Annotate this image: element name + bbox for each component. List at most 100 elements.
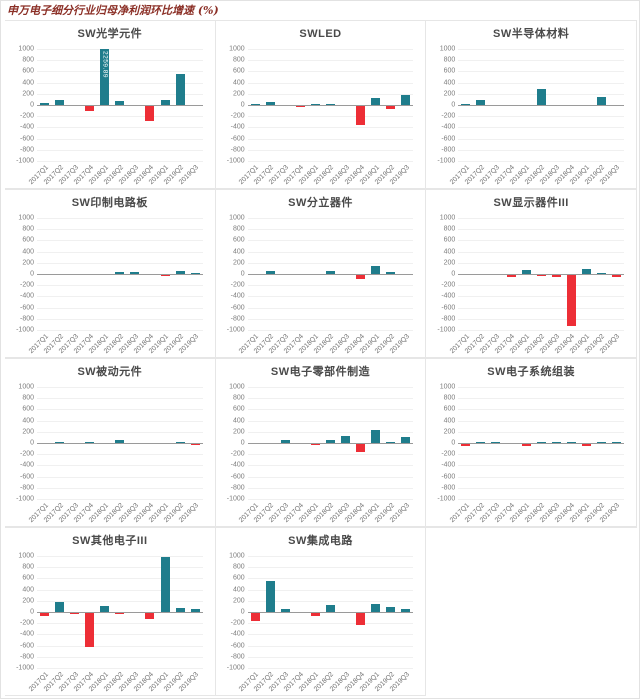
y-axis-tick-label: -800 [441, 484, 456, 492]
bar-2017Q4 [85, 612, 95, 647]
gridline [458, 262, 624, 264]
y-axis-tick-label: -800 [441, 315, 456, 323]
y-axis-tick-label: -600 [230, 642, 245, 650]
chart-title: SW其他电子III [72, 535, 148, 547]
bar-2019Q2 [386, 441, 396, 443]
y-axis-tick-label: 1000 [439, 45, 456, 53]
bar-2019Q2 [175, 270, 185, 274]
gridline [37, 499, 203, 500]
x-axis-line [37, 612, 203, 613]
bar-2018Q2 [115, 439, 125, 443]
gridline [37, 240, 203, 242]
bar-value-label: 2259.89 [101, 51, 109, 78]
bar-2019Q2 [386, 606, 396, 612]
gridline [37, 93, 203, 95]
gridline [247, 307, 414, 309]
y-axis-tick-label: 800 [443, 56, 456, 64]
gridline [37, 218, 203, 219]
gridline [458, 330, 624, 331]
bar-2019Q2 [175, 608, 185, 612]
y-axis-tick-label: -400 [19, 461, 34, 469]
bar-2018Q3 [551, 441, 561, 443]
y-axis-tick-label: 600 [22, 67, 34, 75]
bar-2017Q2 [476, 441, 486, 443]
y-axis-tick-label: 400 [232, 586, 245, 594]
chart-title: SW半导体材料 [493, 28, 570, 40]
y-axis-tick-label: -600 [230, 473, 245, 481]
y-axis-tick-label: 800 [232, 56, 245, 64]
gridline [37, 487, 203, 489]
x-axis-line [458, 443, 624, 444]
y-axis-tick-label: 1000 [18, 383, 34, 391]
gridline [37, 623, 203, 625]
bar-2018Q1 [310, 612, 320, 616]
bar-2018Q4 [145, 105, 155, 121]
gridline [247, 499, 414, 500]
bar-2017Q3 [280, 440, 290, 443]
gridline [247, 431, 414, 433]
bar-2017Q2 [55, 99, 65, 105]
y-axis-tick-label: -400 [230, 630, 245, 638]
bar-2019Q1 [581, 269, 591, 274]
bar-2019Q3 [190, 443, 200, 446]
gridline [458, 431, 624, 433]
y-axis-tick-label: -200 [230, 112, 245, 120]
plot-area: 1000 800 600 400 200 0 -200 -400 -600 -800 -1000 20… [16, 215, 203, 355]
y-axis-tick-label: 400 [22, 417, 34, 425]
y-axis-tick-label: 400 [443, 417, 456, 425]
y-axis-tick-label: 200 [443, 259, 456, 267]
y-axis-tick-label: -600 [441, 473, 456, 481]
y-axis-tick-label: 400 [443, 248, 456, 256]
gridline [37, 49, 203, 50]
gridline [37, 431, 203, 433]
y-axis-tick-label: 400 [232, 417, 245, 425]
chart-cell: SW半导体材料 1000 800 600 400 200 0 -200 -400 -600 -800… [426, 20, 637, 189]
y-axis-tick-label: 400 [232, 79, 245, 87]
y-axis-tick-label: -200 [441, 281, 456, 289]
plot-area: 1000 800 600 400 200 0 -200 -400 -600 -800 -1000 22… [16, 46, 203, 186]
bar-2017Q4 [85, 105, 95, 112]
gridline [458, 387, 624, 388]
gridline [458, 296, 624, 298]
bar-2018Q4 [356, 443, 366, 452]
gridline [458, 218, 624, 219]
y-axis-tick-label: 400 [443, 79, 456, 87]
y-axis-tick-label: -800 [230, 146, 245, 154]
gridline [458, 116, 624, 118]
gridline [37, 251, 203, 253]
y-axis-tick-label: -600 [441, 135, 456, 143]
gridline [247, 409, 414, 411]
gridline [458, 318, 624, 320]
bar-2017Q2 [265, 102, 275, 105]
chart-title: SW被动元件 [77, 366, 143, 378]
gridline [247, 330, 414, 331]
y-axis-tick-label: -1000 [437, 157, 456, 165]
y-axis-tick-label: 1000 [229, 552, 245, 560]
y-axis-tick-label: 600 [232, 405, 245, 413]
y-axis-tick-label: -800 [230, 484, 245, 492]
y-axis-tick-label: -800 [230, 653, 245, 661]
plot-area: 1000 800 600 400 200 0 -200 -400 -600 -800 -1000 20… [227, 553, 414, 693]
chart-cell: SWLED 1000 800 600 400 200 0 -200 -400 -600 -800 -1… [215, 20, 427, 189]
y-axis-tick-label: -600 [19, 135, 34, 143]
gridline [37, 318, 203, 320]
gridline [247, 161, 414, 162]
bar-2019Q1 [371, 97, 381, 105]
gridline [37, 82, 203, 84]
bar-2017Q2 [265, 580, 275, 612]
gridline [458, 49, 624, 50]
gridline [458, 398, 624, 400]
bar-2018Q4 [145, 612, 155, 619]
bar-2019Q1 [371, 265, 381, 274]
x-axis-line [247, 612, 414, 613]
y-axis-tick-label: -1000 [16, 495, 34, 503]
bar-2019Q3 [190, 272, 200, 274]
gridline [247, 262, 414, 264]
y-axis-tick-label: 200 [232, 597, 245, 605]
plot-area: 1000 800 600 400 200 0 -200 -400 -600 -800 -1000 20… [227, 384, 414, 524]
y-axis-tick-label: 800 [22, 56, 34, 64]
y-axis-tick-label: -600 [230, 304, 245, 312]
bar-2018Q4 [356, 105, 366, 125]
y-axis-tick-label: 400 [22, 586, 34, 594]
y-axis-tick-label: 400 [232, 248, 245, 256]
